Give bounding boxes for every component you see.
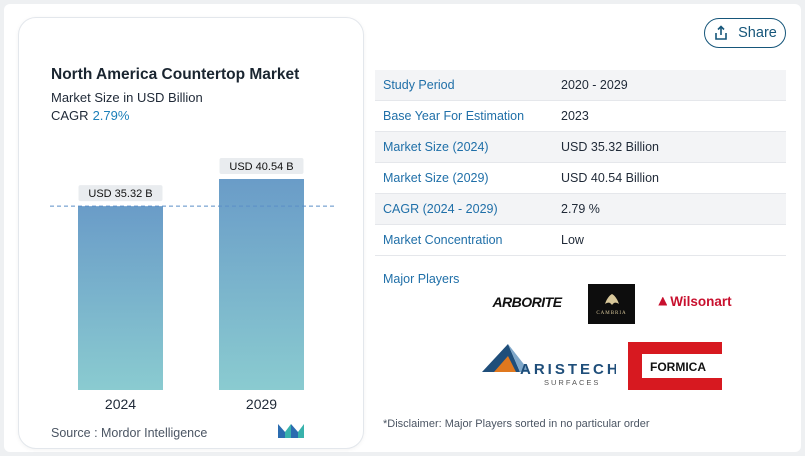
mordor-intelligence-logo xyxy=(278,424,304,438)
row-value: Low xyxy=(561,233,584,247)
cagr-line: CAGR 2.79% xyxy=(51,108,129,123)
arborite-logo: ARBORITE xyxy=(492,294,562,310)
table-row: Market Size (2029) USD 40.54 Billion xyxy=(375,163,786,194)
row-label: Market Size (2029) xyxy=(383,171,489,185)
cambria-crest-icon xyxy=(604,294,619,305)
chart-card xyxy=(18,17,364,449)
table-row: CAGR (2024 - 2029) 2.79 % xyxy=(375,194,786,225)
row-value: USD 40.54 Billion xyxy=(561,171,659,185)
row-label: Market Size (2024) xyxy=(383,140,489,154)
row-value: 2023 xyxy=(561,109,589,123)
table-row: Base Year For Estimation 2023 xyxy=(375,101,786,132)
cagr-label: CAGR xyxy=(51,108,89,123)
cagr-value: 2.79% xyxy=(92,108,130,123)
row-label: Market Concentration xyxy=(383,233,503,247)
formica-wordmark: FORMICA xyxy=(650,360,706,374)
cambria-logo: CAMBRIA xyxy=(588,284,635,324)
chart-subtitle: Market Size in USD Billion xyxy=(51,90,203,105)
share-icon xyxy=(715,25,727,40)
row-value: 2.79 % xyxy=(561,202,600,216)
formica-logo: FORMICA xyxy=(628,342,722,390)
aristech-subtitle: SURFACES xyxy=(544,378,600,387)
row-label: Base Year For Estimation xyxy=(383,109,525,123)
disclaimer-text: *Disclaimer: Major Players sorted in no … xyxy=(383,418,650,430)
share-button[interactable]: Share xyxy=(704,18,786,48)
table-row: Study Period 2020 - 2029 xyxy=(375,70,786,101)
chart-title: North America Countertop Market xyxy=(51,66,300,83)
row-label: Study Period xyxy=(383,78,455,92)
cambria-wordmark: CAMBRIA xyxy=(596,311,627,316)
major-players-title: Major Players xyxy=(383,272,460,286)
wilsonart-wordmark: Wilsonart xyxy=(670,293,732,309)
table-row: Market Concentration Low xyxy=(375,225,786,256)
table-row: Market Size (2024) USD 35.32 Billion xyxy=(375,132,786,163)
market-info-table: Study Period 2020 - 2029 Base Year For Es… xyxy=(375,70,786,256)
row-label: CAGR (2024 - 2029) xyxy=(383,202,498,216)
aristech-wordmark: ARISTECH xyxy=(520,361,616,378)
aristech-logo: ARISTECH SURFACES xyxy=(482,344,616,387)
row-value: USD 35.32 Billion xyxy=(561,140,659,154)
share-label: Share xyxy=(738,25,777,41)
row-value: 2020 - 2029 xyxy=(561,78,628,92)
wilsonart-mark-icon xyxy=(658,296,668,306)
wilsonart-logo: Wilsonart xyxy=(656,290,734,312)
source-text: Source : Mordor Intelligence xyxy=(51,426,208,440)
